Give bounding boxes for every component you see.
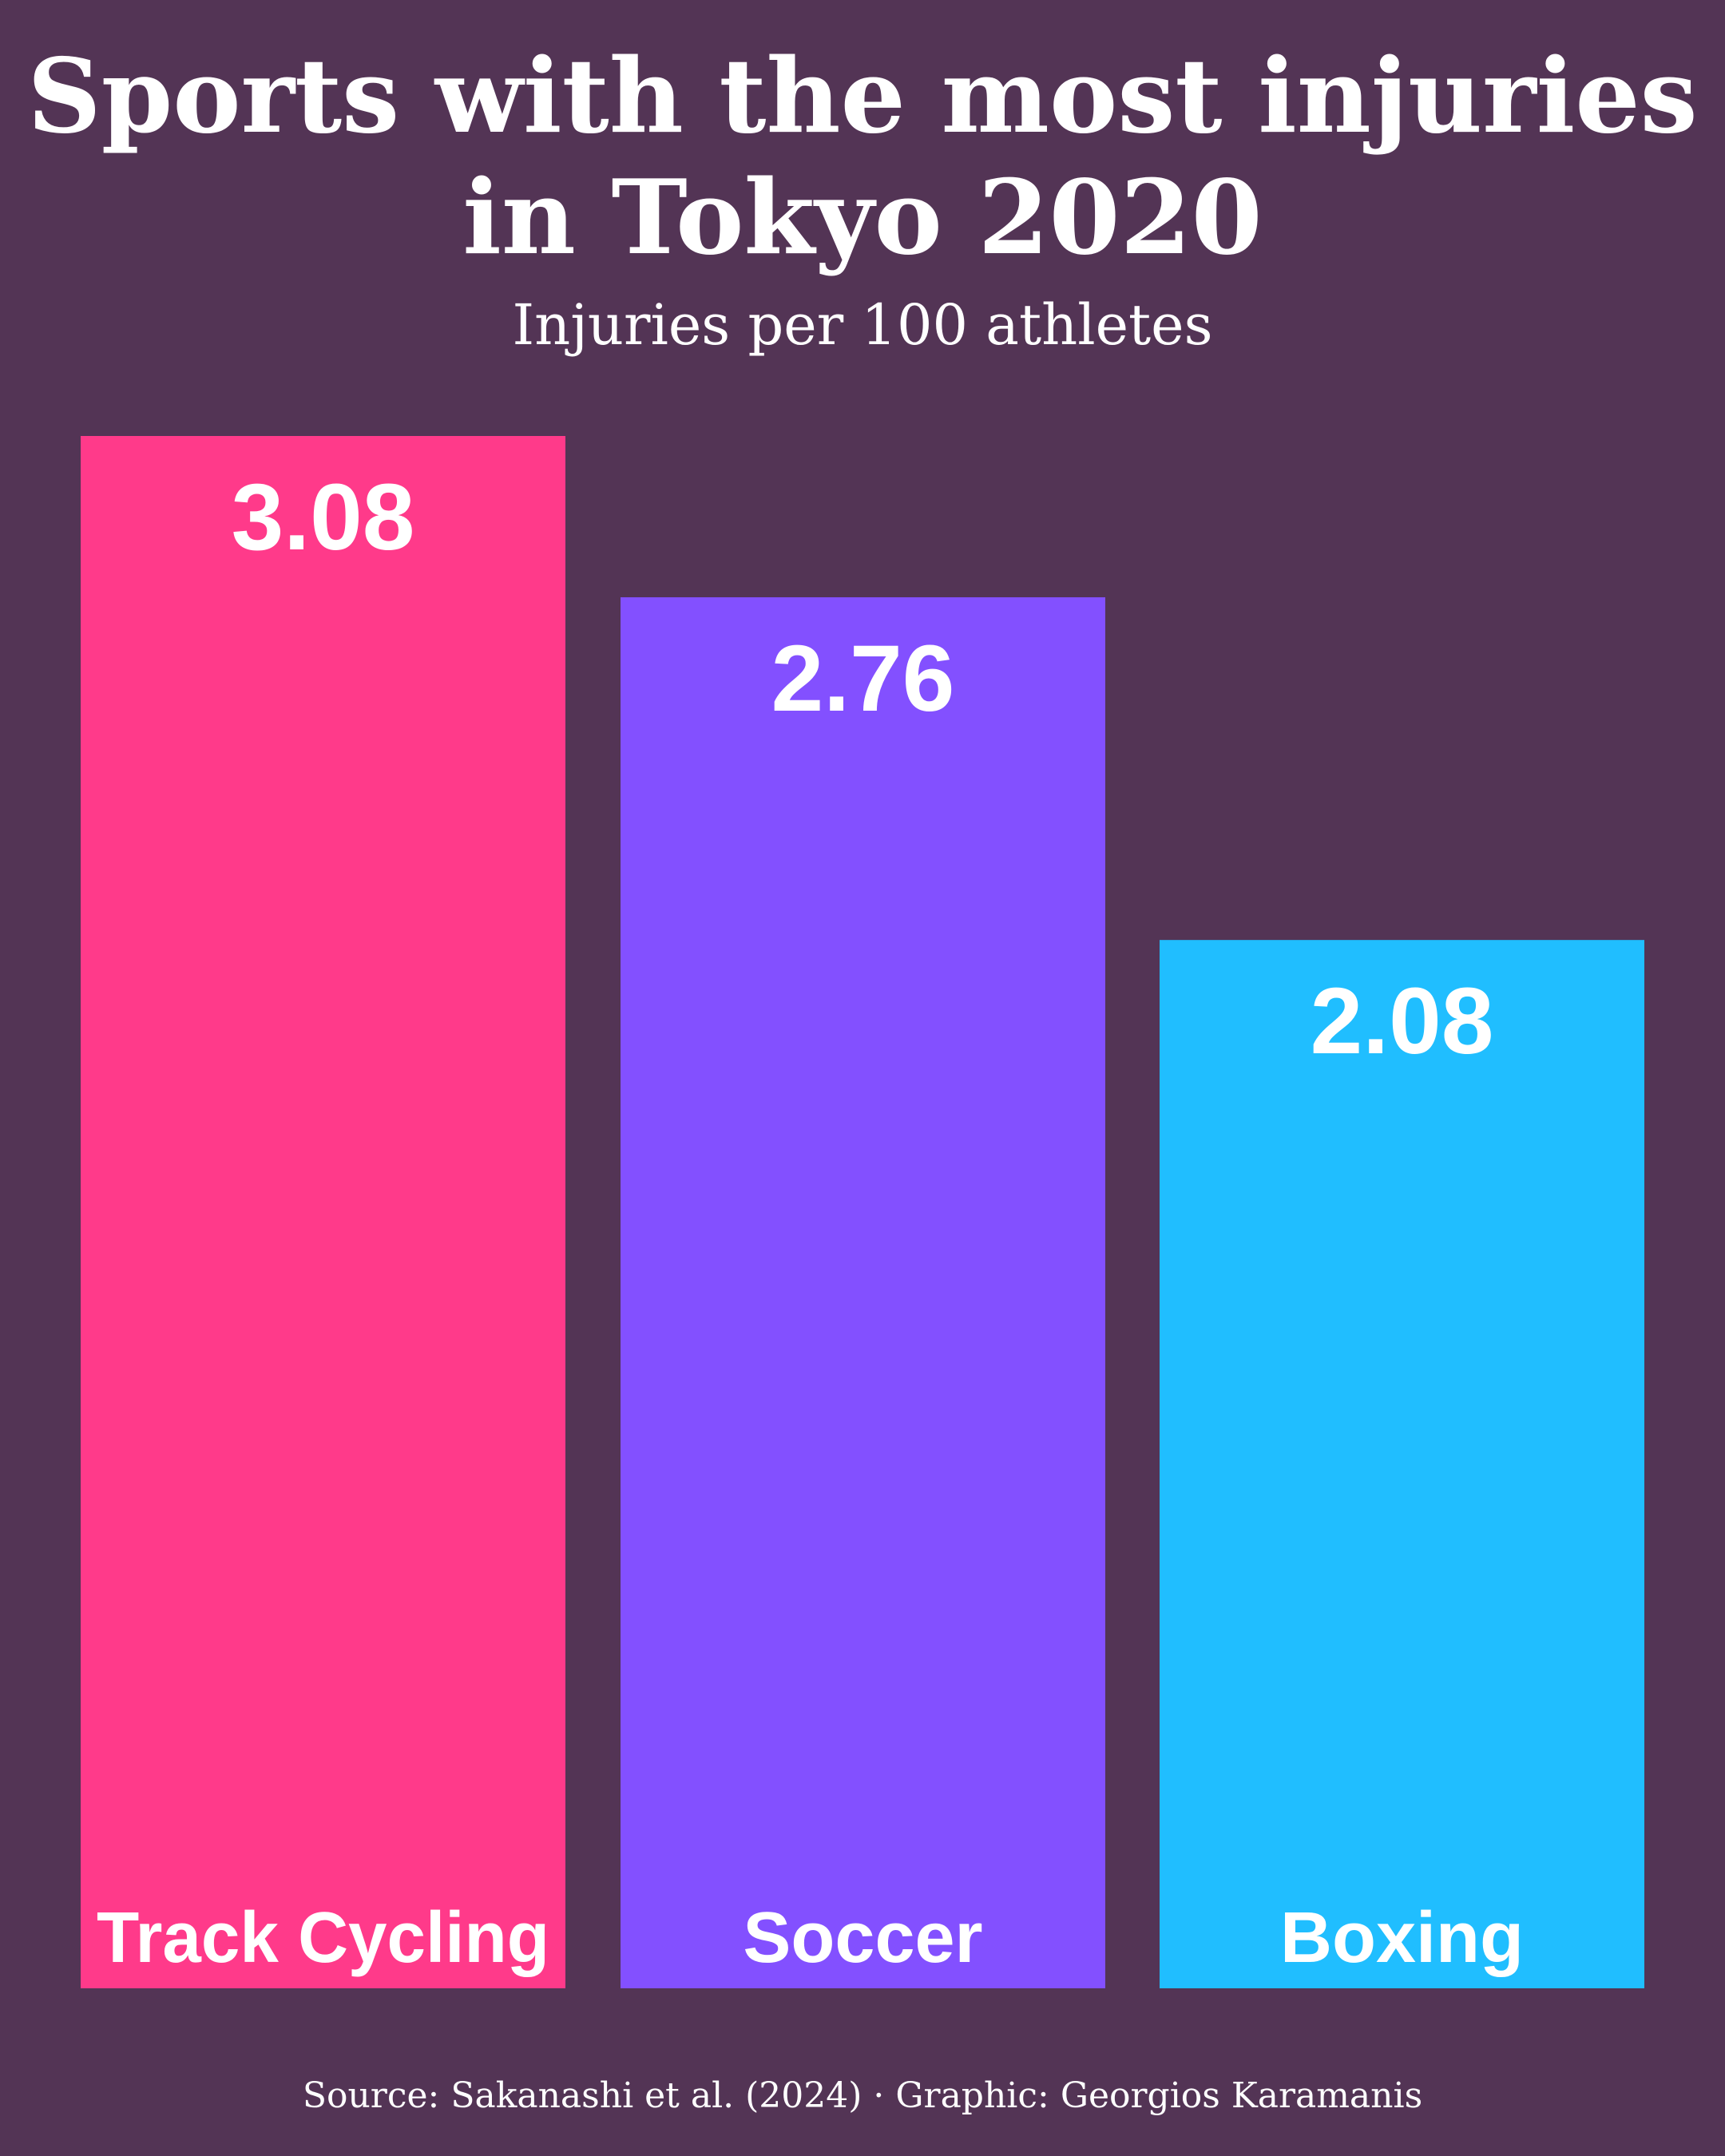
- bar-value-label-boxing: 2.08: [1311, 969, 1494, 1074]
- bars-layer: 3.08 Track Cycling 2.76 Soccer 2.08 Boxing: [81, 436, 1644, 1988]
- chart-subtitle: Injuries per 100 athletes: [512, 292, 1213, 358]
- bar-category-label-boxing: Boxing: [1280, 1898, 1524, 1978]
- chart-title-line-2: in Tokyo 2020: [462, 158, 1263, 278]
- bar-category-label-track-cycling: Track Cycling: [97, 1898, 549, 1978]
- bar-track-cycling: [81, 436, 565, 1988]
- bar-category-label-soccer: Soccer: [743, 1898, 982, 1978]
- chart-title-line-1: Sports with the most injuries: [27, 37, 1698, 157]
- bar-boxing: [1160, 940, 1644, 1988]
- bar-value-label-track-cycling: 3.08: [232, 465, 415, 570]
- source-credit: Source: Sakanashi et al. (2024) · Graphi…: [302, 2075, 1423, 2116]
- bar-value-label-soccer: 2.76: [771, 626, 955, 731]
- bar-soccer: [621, 596, 1105, 1988]
- chart-title: Sports with the most injuries in Tokyo 2…: [0, 36, 1725, 279]
